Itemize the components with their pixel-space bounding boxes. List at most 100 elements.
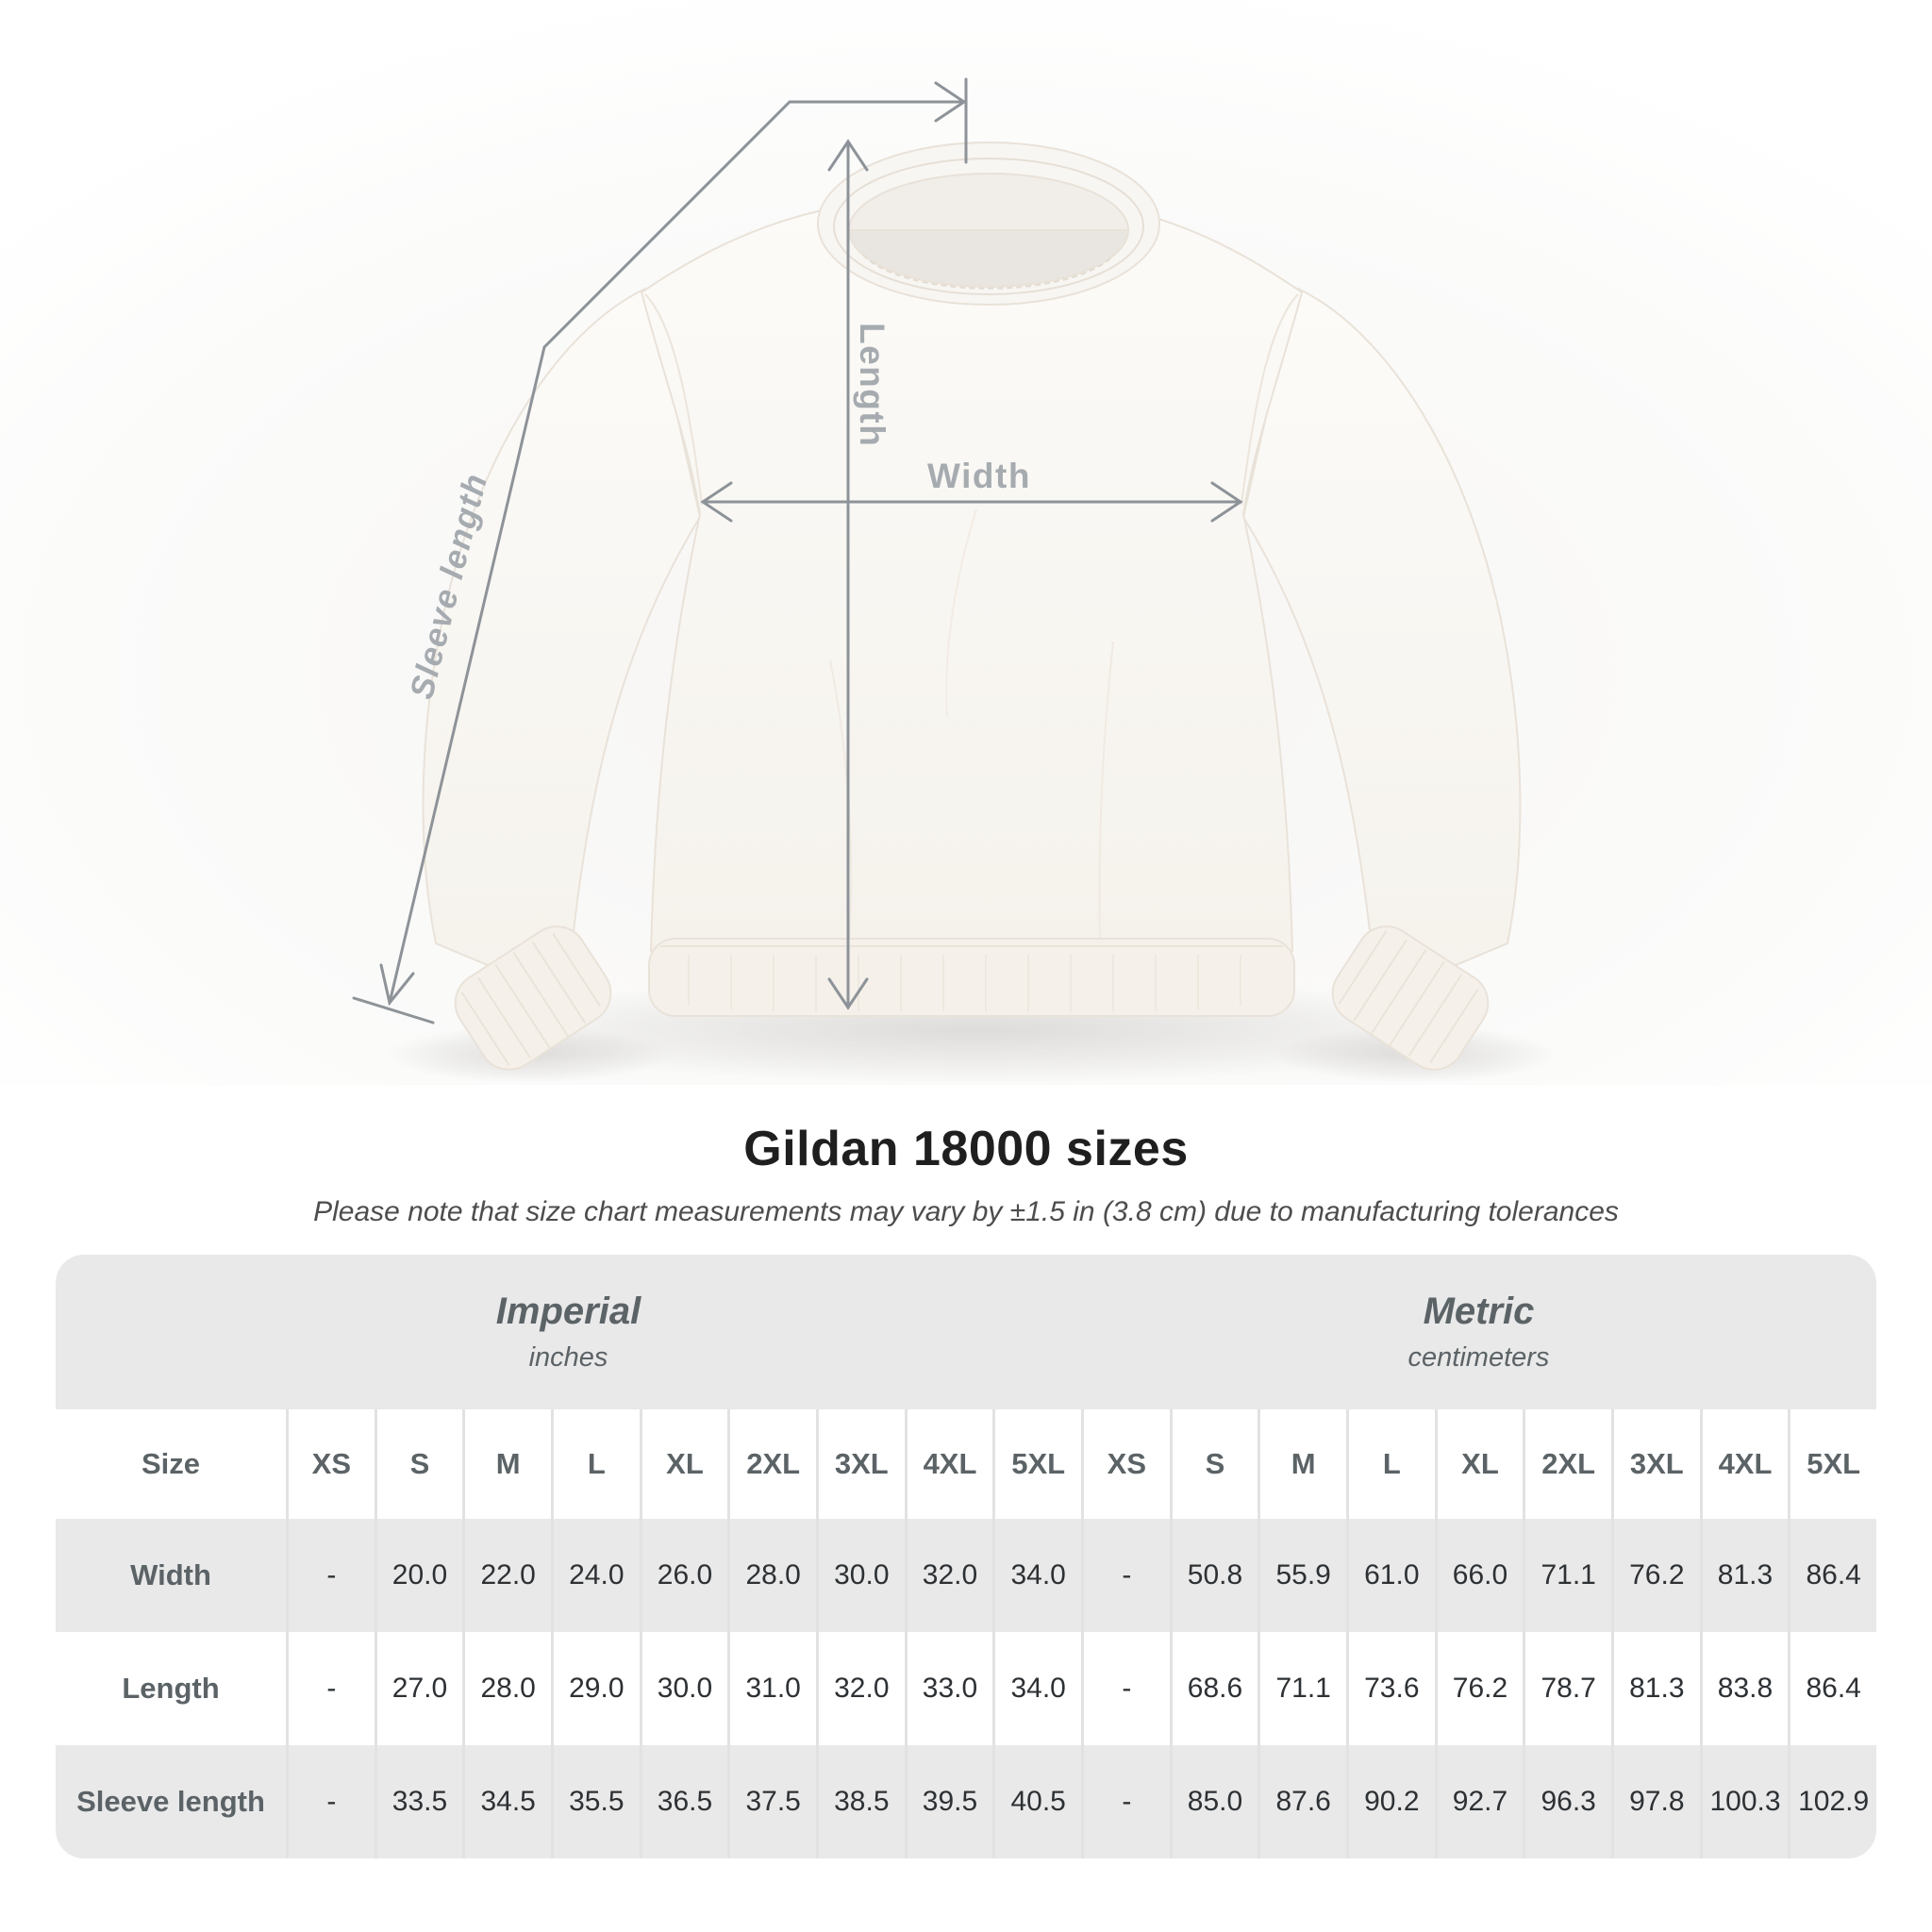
col-header-xs-metric: XS	[1080, 1409, 1170, 1519]
table-cell: 28.0	[462, 1632, 551, 1745]
table-cell: 34.0	[992, 1519, 1081, 1632]
size-header-row: Size XS S M L XL 2XL 3XL 4XL 5XL XS S M …	[56, 1409, 1876, 1519]
measurement-diagram: Length Width Sleeve length	[0, 0, 1932, 1085]
width-label: Width	[927, 457, 1031, 495]
col-header-2xl-metric: 2XL	[1523, 1409, 1611, 1519]
table-cell: 66.0	[1434, 1519, 1524, 1632]
imperial-title: Imperial	[495, 1291, 641, 1332]
table-cell: 34.5	[462, 1745, 551, 1858]
table-cell: 29.0	[550, 1632, 640, 1745]
col-header-l-metric: L	[1345, 1409, 1435, 1519]
table-cell: 37.5	[727, 1745, 816, 1858]
table-cell: 71.1	[1257, 1632, 1346, 1745]
size-table: Imperial inches Metric centimeters Size …	[56, 1255, 1876, 1858]
table-cell: 38.5	[815, 1745, 905, 1858]
col-header-4xl-metric: 4XL	[1699, 1409, 1789, 1519]
arrowhead-right2-icon	[1210, 481, 1243, 523]
right-sleeve	[1241, 287, 1522, 1000]
table-cell: 30.0	[639, 1632, 728, 1745]
length-label: Length	[853, 323, 891, 447]
table-cell: 78.7	[1523, 1632, 1611, 1745]
table-cell: 73.6	[1345, 1632, 1435, 1745]
sleeve-length-line	[388, 100, 966, 1005]
arrowhead-down-icon	[827, 977, 869, 1010]
col-header-4xl-imperial: 4XL	[904, 1409, 993, 1519]
col-header-xl-imperial: XL	[639, 1409, 728, 1519]
body	[640, 193, 1304, 952]
table-cell: 85.0	[1169, 1745, 1258, 1858]
table-cell: 36.5	[639, 1745, 728, 1858]
table-cell: 28.0	[727, 1519, 816, 1632]
table-cell: 83.8	[1699, 1632, 1789, 1745]
page-title: Gildan 18000 sizes	[743, 1122, 1189, 1176]
left-sleeve	[422, 287, 702, 1000]
col-header-l-imperial: L	[550, 1409, 640, 1519]
row-label: Length	[122, 1672, 220, 1705]
table-cell: 22.0	[462, 1519, 551, 1632]
arrowhead-up-icon	[827, 139, 869, 172]
arrowhead-right-icon	[934, 81, 967, 123]
col-header-m-imperial: M	[462, 1409, 551, 1519]
table-cell: 39.5	[904, 1745, 993, 1858]
table-cell: 97.8	[1610, 1745, 1700, 1858]
col-header-5xl-metric: 5XL	[1788, 1409, 1876, 1519]
metric-title: Metric	[1423, 1291, 1535, 1332]
table-cell: 92.7	[1434, 1745, 1524, 1858]
table-cell: 71.1	[1523, 1519, 1611, 1632]
table-cell: 32.0	[904, 1519, 993, 1632]
table-cell: 24.0	[550, 1519, 640, 1632]
sweatshirt	[422, 142, 1522, 1071]
table-cell: -	[1080, 1519, 1170, 1632]
collar	[817, 142, 1160, 306]
table-cell: 61.0	[1345, 1519, 1435, 1632]
table-cell: -	[286, 1745, 375, 1858]
table-cell: 90.2	[1345, 1745, 1435, 1858]
imperial-unit: inches	[528, 1342, 608, 1373]
table-cell: 40.5	[992, 1745, 1081, 1858]
imperial-group-header: Imperial inches	[56, 1255, 1081, 1409]
measurement-annotations	[352, 77, 1243, 1024]
table-cell: 30.0	[815, 1519, 905, 1632]
table-cell: 35.5	[550, 1745, 640, 1858]
metric-unit: centimeters	[1407, 1342, 1550, 1373]
page-subtitle: Please note that size chart measurements…	[313, 1196, 1619, 1227]
col-header-3xl-imperial: 3XL	[815, 1409, 905, 1519]
col-header-2xl-imperial: 2XL	[727, 1409, 816, 1519]
hem-band	[648, 938, 1295, 1017]
table-cell: 50.8	[1169, 1519, 1258, 1632]
table-cell: -	[1080, 1632, 1170, 1745]
table-cell: 27.0	[374, 1632, 463, 1745]
col-header-xl-metric: XL	[1434, 1409, 1524, 1519]
right-cuff	[1331, 925, 1490, 1071]
table-cell: 102.9	[1788, 1745, 1876, 1858]
table-row-length: Length - 27.0 28.0 29.0 30.0 31.0 32.0 3…	[56, 1632, 1876, 1745]
row-label: Sleeve length	[76, 1785, 265, 1818]
arrowhead-sleeve-icon	[379, 963, 415, 1007]
table-cell: 100.3	[1699, 1745, 1789, 1858]
col-header-5xl-imperial: 5XL	[992, 1409, 1081, 1519]
metric-group-header: Metric centimeters	[1081, 1255, 1876, 1409]
sleeve-end-tick	[352, 996, 435, 1024]
table-cell: 86.4	[1788, 1519, 1876, 1632]
table-cell: 31.0	[727, 1632, 816, 1745]
unit-band: Imperial inches Metric centimeters	[56, 1255, 1876, 1409]
table-cell: 20.0	[374, 1519, 463, 1632]
col-header-m-metric: M	[1257, 1409, 1346, 1519]
table-cell: 96.3	[1523, 1745, 1611, 1858]
table-cell: 55.9	[1257, 1519, 1346, 1632]
col-header-s-metric: S	[1169, 1409, 1258, 1519]
table-cell: 76.2	[1610, 1519, 1700, 1632]
table-cell: 33.0	[904, 1632, 993, 1745]
table-cell: -	[1080, 1745, 1170, 1858]
table-cell: 87.6	[1257, 1745, 1346, 1858]
table-cell: 26.0	[639, 1519, 728, 1632]
table-cell: 81.3	[1699, 1519, 1789, 1632]
col-header-s-imperial: S	[374, 1409, 463, 1519]
col-header-3xl-metric: 3XL	[1610, 1409, 1700, 1519]
table-cell: 81.3	[1610, 1632, 1700, 1745]
table-cell: 33.5	[374, 1745, 463, 1858]
table-cell: 68.6	[1169, 1632, 1258, 1745]
arrowhead-left-icon	[700, 481, 733, 523]
row-label: Width	[130, 1558, 211, 1591]
col-header-xs-imperial: XS	[286, 1409, 375, 1519]
